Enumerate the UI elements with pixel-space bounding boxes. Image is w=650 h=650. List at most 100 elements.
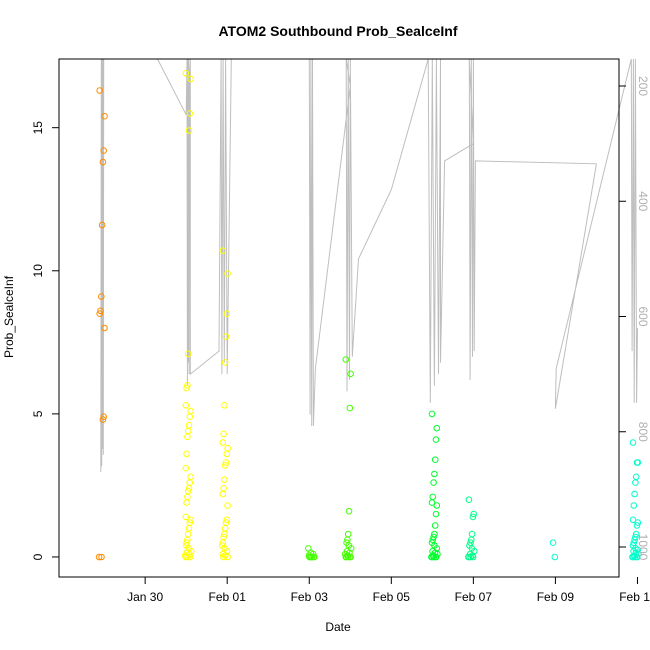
data-point — [221, 530, 228, 538]
data-point — [431, 522, 439, 529]
data-point — [632, 533, 639, 541]
depth-track-layer — [100, 58, 638, 473]
x-tick-label: Feb 05 — [373, 590, 411, 604]
data-point — [347, 370, 354, 378]
data-point — [469, 553, 477, 561]
data-point — [551, 553, 559, 561]
data-point — [431, 530, 438, 538]
data-point — [182, 464, 190, 472]
data-point — [186, 110, 194, 117]
data-point — [224, 502, 231, 509]
data-point — [96, 87, 103, 94]
data-point — [428, 499, 436, 506]
data-point — [183, 539, 190, 547]
data-point — [222, 333, 230, 340]
data-point — [465, 496, 473, 504]
y-right-tick-label: 1000 — [636, 534, 650, 561]
data-point — [98, 221, 106, 229]
data-point — [223, 450, 231, 458]
data-point — [629, 516, 637, 524]
data-point — [632, 530, 640, 538]
data-point — [185, 127, 193, 134]
data-point — [631, 536, 638, 544]
y-right-tick-label: 200 — [636, 76, 650, 96]
data-point — [632, 479, 639, 486]
data-point — [469, 513, 477, 521]
data-point — [186, 553, 194, 561]
data-point — [219, 439, 227, 446]
data-point — [430, 479, 437, 486]
data-point — [432, 436, 440, 443]
chart-title: ATOM2 Southbound Prob_SealceInf — [218, 23, 457, 39]
data-point — [184, 382, 191, 389]
data-point — [220, 553, 227, 561]
data-point — [183, 384, 190, 392]
x-tick-label: Feb 01 — [209, 590, 247, 604]
data-point — [219, 490, 227, 498]
y-right-tick-label: 800 — [636, 422, 650, 442]
data-point — [432, 510, 440, 518]
data-point — [470, 510, 478, 518]
data-point — [629, 553, 637, 561]
data-point — [433, 424, 441, 432]
y-right-tick-label: 400 — [636, 191, 650, 211]
data-point — [306, 553, 314, 561]
data-point — [219, 539, 227, 547]
data-point — [224, 553, 231, 561]
data-point — [311, 553, 318, 561]
data-point — [629, 439, 637, 446]
data-point — [223, 516, 231, 524]
points-layer — [95, 70, 642, 561]
data-point — [184, 553, 191, 561]
data-point — [430, 553, 438, 561]
data-point — [184, 350, 192, 358]
data-point — [182, 553, 190, 561]
data-point — [101, 112, 108, 120]
data-point — [223, 310, 231, 318]
data-point — [222, 459, 230, 466]
data-point — [428, 410, 436, 418]
x-tick-label: Feb 03 — [291, 590, 329, 604]
data-point — [182, 402, 190, 409]
data-point — [219, 247, 227, 254]
data-point — [430, 533, 437, 541]
data-point — [98, 293, 105, 300]
data-point — [100, 413, 107, 421]
y-right-tick-label: 600 — [636, 306, 650, 326]
data-point — [347, 553, 354, 561]
data-point — [187, 75, 194, 83]
data-point — [183, 499, 190, 506]
data-point — [343, 553, 350, 561]
data-point — [465, 553, 473, 561]
plot-frame — [58, 58, 620, 578]
y-tick-label: 10 — [31, 264, 45, 278]
data-point — [428, 553, 436, 561]
x-tick-label: Jan 30 — [127, 590, 163, 604]
data-point — [429, 536, 437, 544]
x-tick-label: Feb 09 — [537, 590, 575, 604]
y-tick-label: 15 — [31, 121, 45, 135]
y-axis-label: Prob_SealceInf — [2, 275, 16, 358]
data-point — [221, 402, 228, 409]
data-point — [185, 485, 193, 492]
y-tick-label: 0 — [31, 553, 45, 560]
data-point — [431, 470, 438, 478]
axes-layer: Jan 30 Feb 01 Feb 03 Feb 05 Feb 07 Feb 09 Feb … — [31, 76, 650, 604]
data-point — [631, 490, 638, 498]
data-point — [631, 553, 639, 561]
data-point — [183, 450, 190, 458]
data-point — [630, 502, 638, 509]
data-point — [633, 459, 641, 466]
data-point — [220, 430, 227, 438]
data-point — [431, 456, 439, 464]
data-point — [182, 70, 190, 77]
data-point — [100, 147, 107, 154]
data-point — [98, 553, 105, 561]
data-point — [468, 536, 475, 544]
data-point — [97, 307, 104, 315]
data-point — [95, 553, 103, 561]
data-point — [308, 553, 316, 561]
y-tick-label: 5 — [31, 410, 45, 417]
